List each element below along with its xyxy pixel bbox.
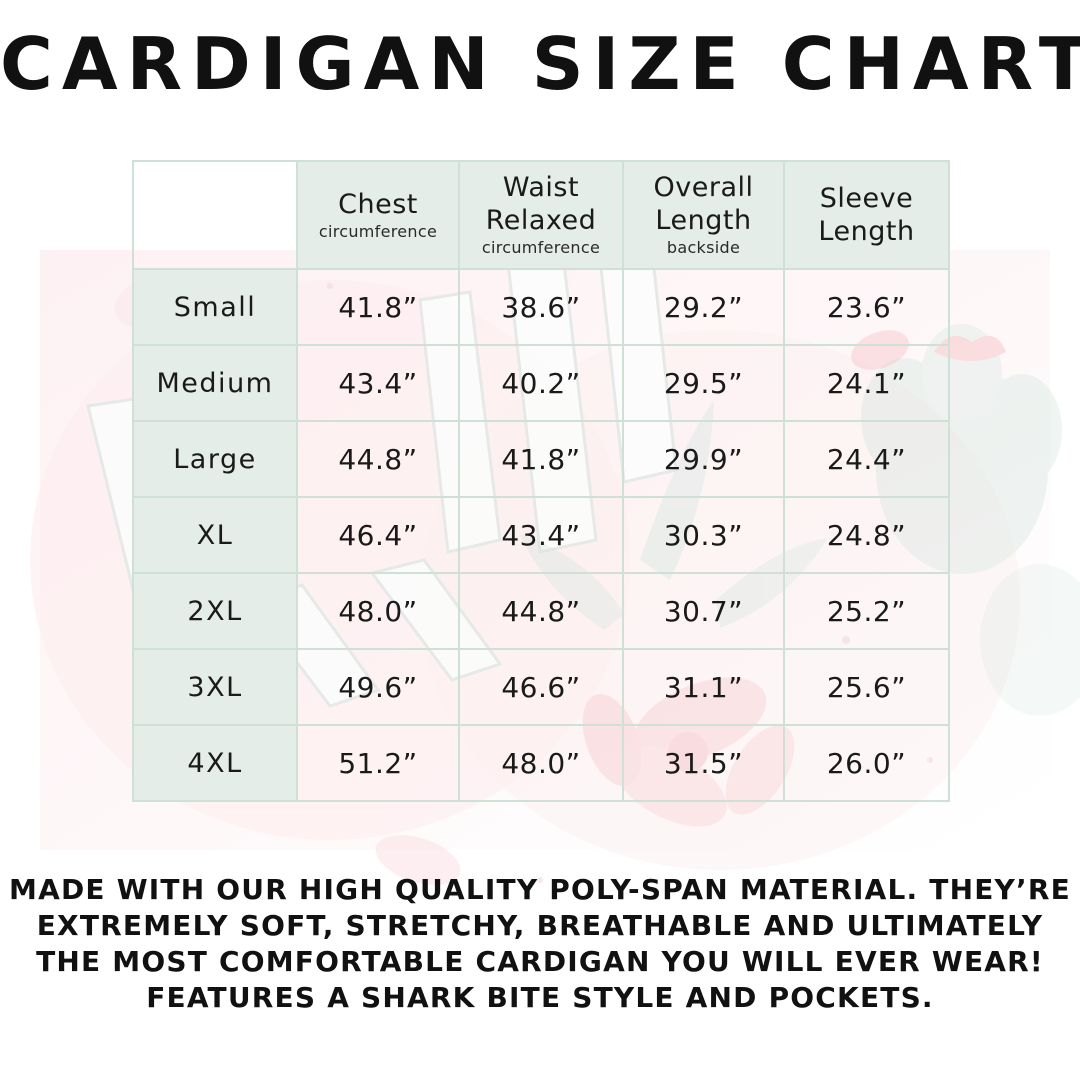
cell-sleeve-length: 25.2” (783, 572, 950, 650)
header-corner-cell (132, 160, 298, 270)
column-header-waist-subtitle: circumference (481, 238, 601, 257)
cell-overall-length: 29.2” (622, 268, 785, 346)
cell-overall-length: 31.5” (622, 724, 785, 802)
table-row: 2XL 48.0” 44.8” 30.7” 25.2” (132, 572, 950, 650)
column-header-waist-title-line2: Relaxed (485, 205, 597, 236)
cell-waist: 41.8” (458, 420, 624, 498)
table-body: Small 41.8” 38.6” 29.2” 23.6” Medium 43.4” 40.2… (132, 268, 950, 802)
column-header-length-title-line2: Length (655, 205, 752, 236)
row-size-label: 3XL (132, 648, 298, 726)
cell-sleeve-length: 24.4” (783, 420, 950, 498)
cell-overall-length: 30.7” (622, 572, 785, 650)
column-header-chest-title: Chest (338, 188, 418, 220)
footer-description: MADE WITH OUR HIGH QUALITY POLY-SPAN MAT… (0, 872, 1080, 1016)
cell-sleeve-length: 26.0” (783, 724, 950, 802)
cell-waist: 48.0” (458, 724, 624, 802)
page-title: CARDIGAN SIZE CHART (0, 22, 1080, 106)
column-header-length-title-line1: Overall (653, 172, 754, 203)
table-row: Small 41.8” 38.6” 29.2” 23.6” (132, 268, 950, 346)
cell-sleeve-length: 24.8” (783, 496, 950, 574)
table-row: 3XL 49.6” 46.6” 31.1” 25.6” (132, 648, 950, 726)
row-size-label: 4XL (132, 724, 298, 802)
column-header-length-subtitle: backside (666, 238, 741, 257)
cell-sleeve-length: 24.1” (783, 344, 950, 422)
table-header: Chest circumference Waist Relaxed circum… (132, 160, 950, 270)
table-row: Large 44.8” 41.8” 29.9” 24.4” (132, 420, 950, 498)
footer-line: EXTREMELY SOFT, STRETCHY, BREATHABLE AND… (36, 909, 1044, 942)
row-size-label: Small (132, 268, 298, 346)
cell-chest: 44.8” (296, 420, 460, 498)
cell-waist: 40.2” (458, 344, 624, 422)
cell-overall-length: 31.1” (622, 648, 785, 726)
column-header-sleeve-title-line1: Sleeve (819, 183, 914, 214)
cell-chest: 48.0” (296, 572, 460, 650)
column-header-overall-length: Overall Length backside (622, 160, 785, 270)
row-size-label: XL (132, 496, 298, 574)
cell-chest: 49.6” (296, 648, 460, 726)
cell-waist: 38.6” (458, 268, 624, 346)
table-row: Medium 43.4” 40.2” 29.5” 24.1” (132, 344, 950, 422)
column-header-sleeve-length: Sleeve Length (783, 160, 950, 270)
table-row: XL 46.4” 43.4” 30.3” 24.8” (132, 496, 950, 574)
cell-waist: 43.4” (458, 496, 624, 574)
cell-overall-length: 29.9” (622, 420, 785, 498)
cell-waist: 46.6” (458, 648, 624, 726)
column-header-sleeve-title-line2: Length (818, 216, 915, 247)
footer-line: FEATURES A SHARK BITE STYLE AND POCKETS. (146, 981, 934, 1014)
cell-chest: 46.4” (296, 496, 460, 574)
column-header-chest: Chest circumference (296, 160, 460, 270)
row-size-label: 2XL (132, 572, 298, 650)
row-size-label: Medium (132, 344, 298, 422)
cell-overall-length: 30.3” (622, 496, 785, 574)
table-row: 4XL 51.2” 48.0” 31.5” 26.0” (132, 724, 950, 802)
cell-waist: 44.8” (458, 572, 624, 650)
size-chart-table: Chest circumference Waist Relaxed circum… (132, 160, 950, 802)
column-header-waist: Waist Relaxed circumference (458, 160, 624, 270)
cell-chest: 51.2” (296, 724, 460, 802)
column-header-waist-title-line1: Waist (502, 172, 580, 203)
cell-chest: 43.4” (296, 344, 460, 422)
cell-sleeve-length: 23.6” (783, 268, 950, 346)
cell-chest: 41.8” (296, 268, 460, 346)
footer-line: MADE WITH OUR HIGH QUALITY POLY-SPAN MAT… (9, 873, 1071, 906)
row-size-label: Large (132, 420, 298, 498)
cell-sleeve-length: 25.6” (783, 648, 950, 726)
header-row: Chest circumference Waist Relaxed circum… (132, 160, 950, 270)
column-header-chest-subtitle: circumference (318, 221, 438, 241)
footer-line: THE MOST COMFORTABLE CARDIGAN YOU WILL E… (36, 945, 1044, 978)
cell-overall-length: 29.5” (622, 344, 785, 422)
